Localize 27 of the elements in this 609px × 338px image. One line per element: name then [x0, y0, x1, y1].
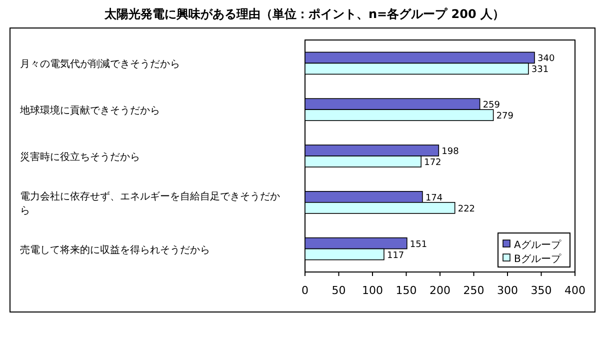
data-label: 174	[425, 193, 443, 204]
legend-label: Aグループ	[514, 239, 562, 251]
data-label: 151	[410, 240, 428, 250]
x-tick-label: 0	[302, 284, 308, 297]
y-tick-label: 売電して将来的に収益を得られそうだから	[20, 244, 210, 256]
x-tick-label: 150	[396, 284, 417, 297]
y-tick-label: 電力会社に依存せず、エネルギーを自給自足できそうだから	[20, 190, 280, 216]
data-label: 222	[458, 204, 476, 214]
x-tick-label: 400	[564, 284, 586, 297]
x-tick-label: 200	[430, 284, 450, 297]
chart-title: 太陽光発電に興味がある理由（単位：ポイント、n=各グループ 200 人）	[103, 7, 505, 21]
x-tick-label: 100	[362, 284, 383, 297]
x-tick-label: 250	[463, 284, 484, 297]
legend-label: Bグループ	[514, 253, 562, 265]
x-tick-label: 50	[332, 284, 346, 297]
data-label: 172	[424, 158, 442, 168]
data-label: 259	[482, 100, 500, 111]
data-label: 198	[442, 147, 460, 157]
data-label: 340	[538, 54, 555, 64]
x-tick-label: 300	[497, 284, 518, 297]
y-tick-label: 災害時に役立ちそうだから	[20, 151, 140, 163]
data-label: 279	[496, 112, 514, 122]
y-tick-label: 月々の電気代が削減できそうだから	[20, 58, 180, 70]
data-label: 117	[386, 250, 404, 261]
y-tick-label: 地球環境に貢献できそうだから	[19, 104, 160, 117]
x-tick-label: 350	[530, 284, 552, 297]
data-label: 331	[531, 65, 549, 76]
